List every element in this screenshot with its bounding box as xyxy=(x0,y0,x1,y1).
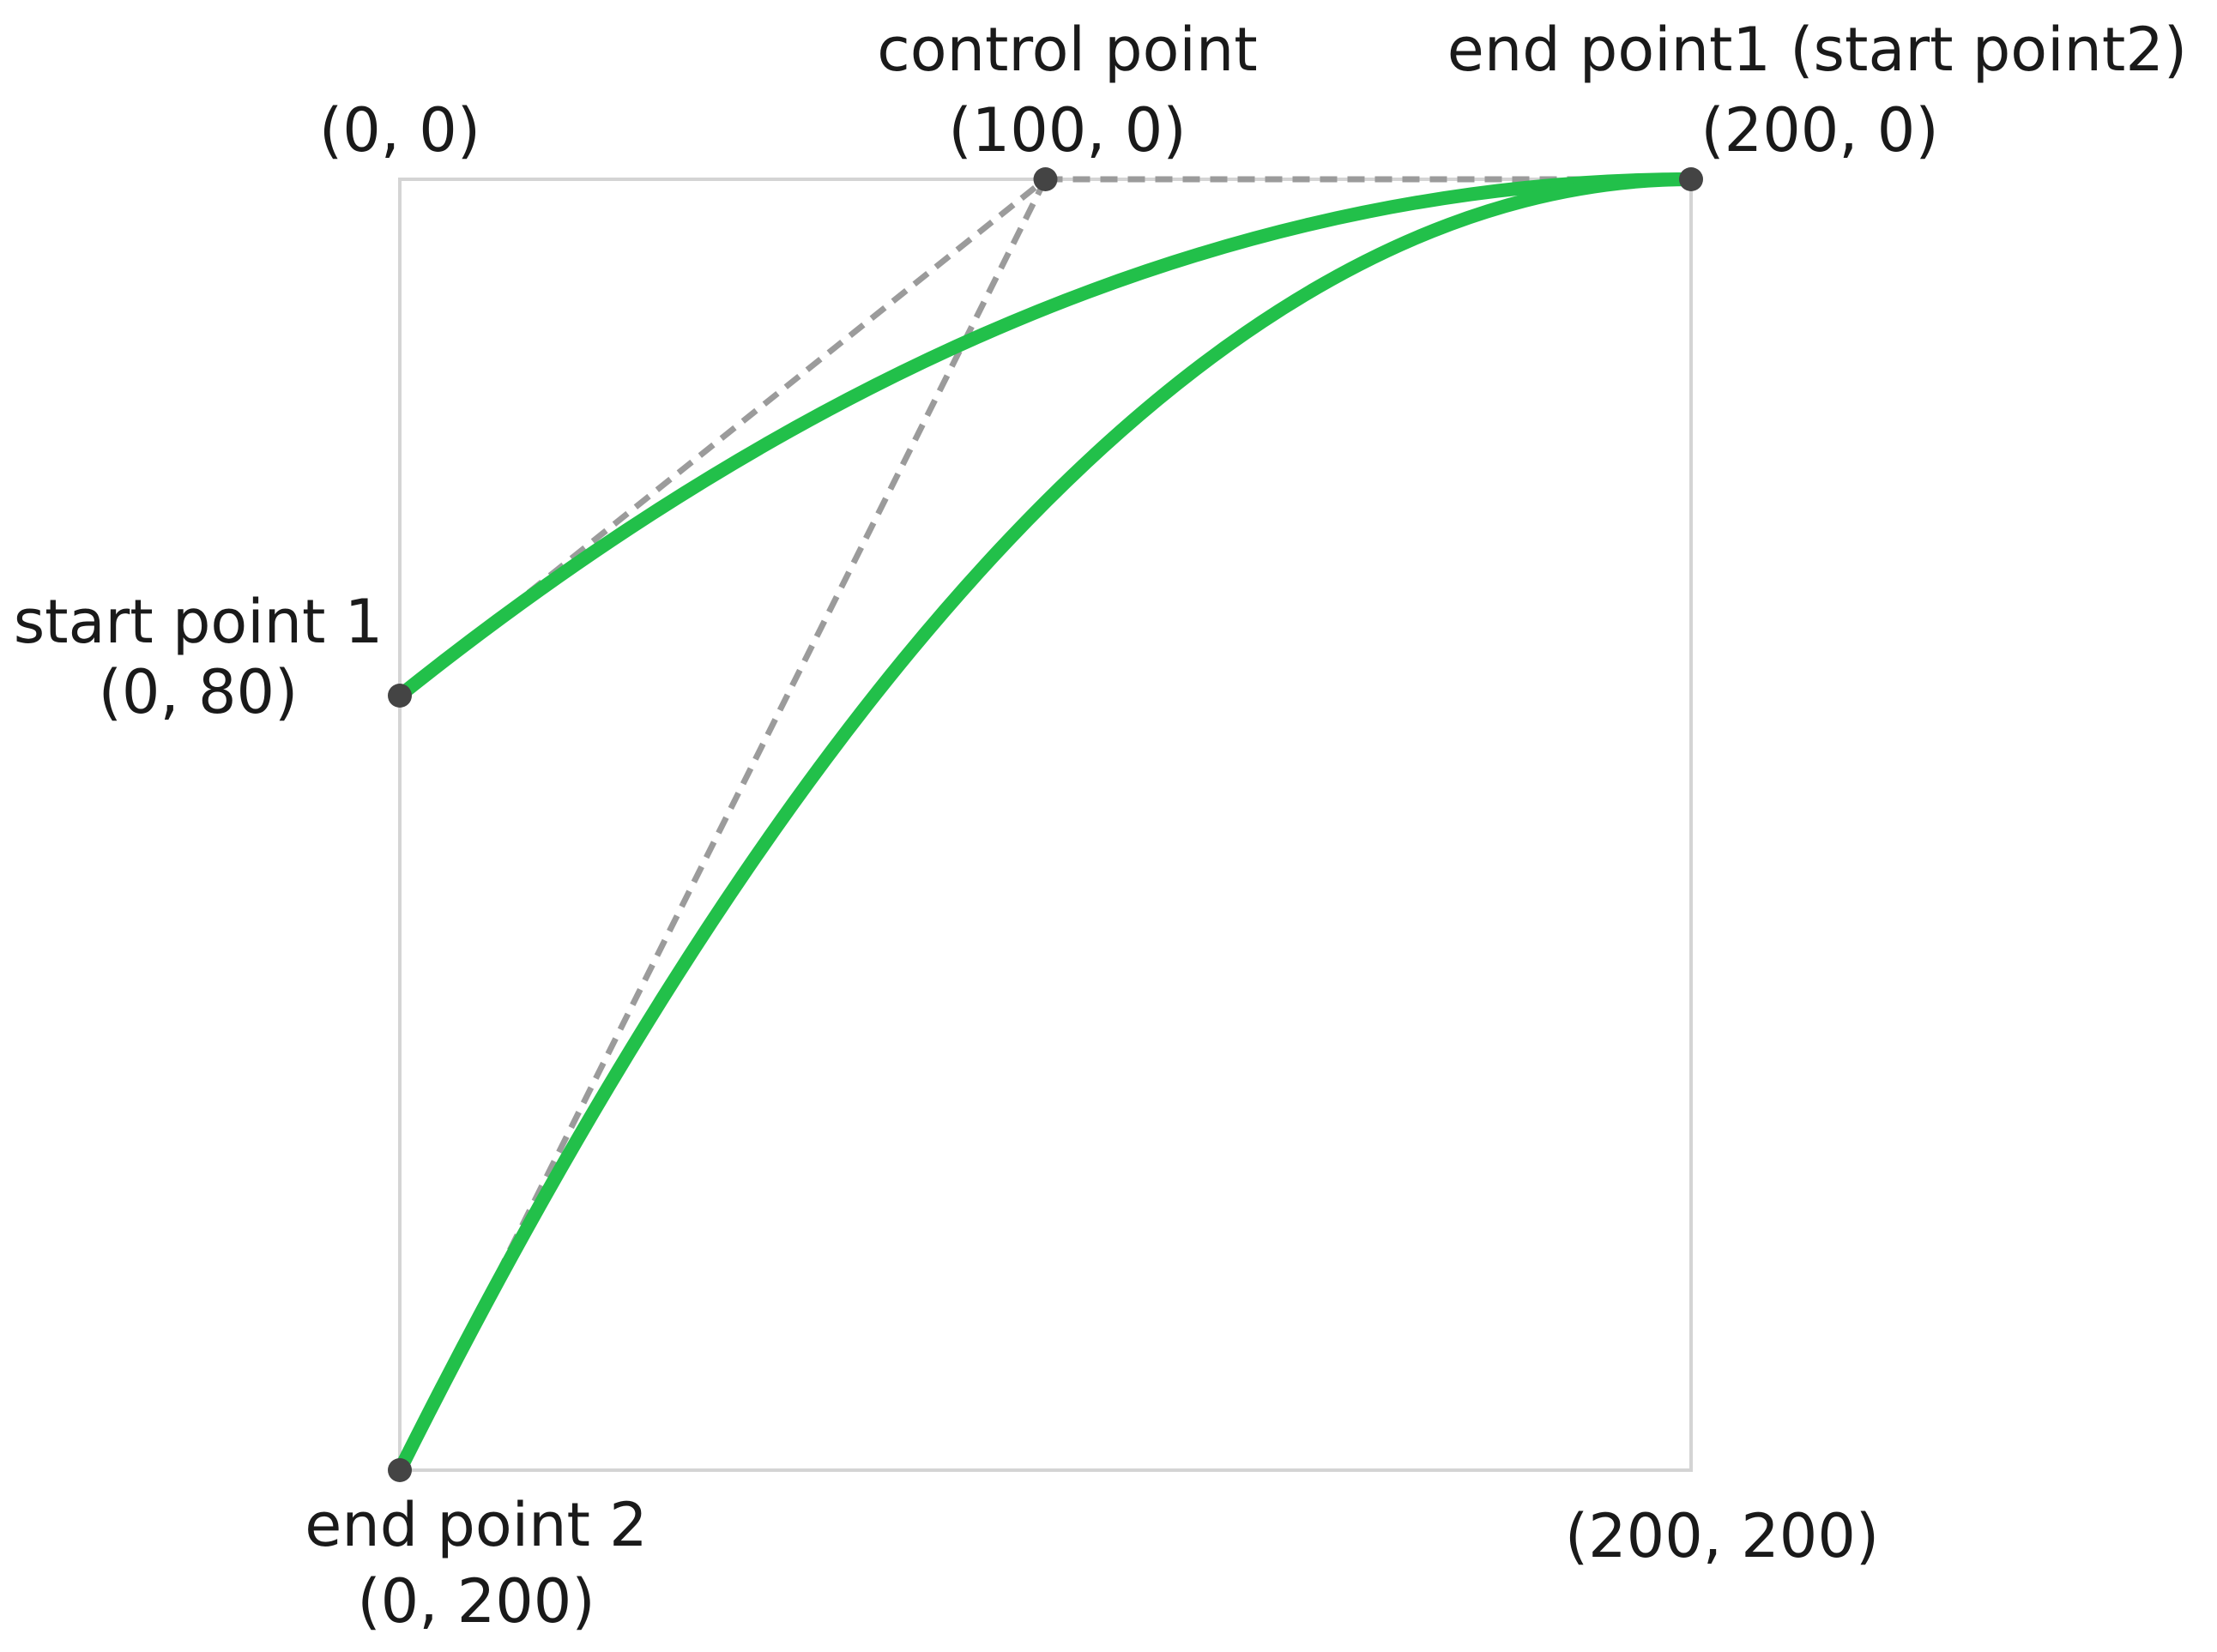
bezier-curve xyxy=(396,172,1692,702)
point-name: start point 1 xyxy=(14,587,384,657)
point-coords: (0, 200) xyxy=(357,1566,595,1637)
point-name: control point xyxy=(877,15,1257,85)
point-coords: (200, 0) xyxy=(1701,95,1938,166)
point-coords: (100, 0) xyxy=(948,95,1186,166)
point xyxy=(388,684,412,708)
point xyxy=(1033,167,1058,191)
frame xyxy=(398,178,1693,1472)
point-name: end point 2 xyxy=(305,1490,647,1560)
corner-coords: (200, 200) xyxy=(1565,1501,1879,1571)
bezier-curve xyxy=(393,172,1692,1474)
point-name: end point1 (start point2) xyxy=(1447,15,2187,85)
control-line xyxy=(396,178,1048,1472)
point xyxy=(1679,167,1703,191)
corner-coords: (0, 0) xyxy=(319,95,480,166)
point-coords: (0, 80) xyxy=(99,657,299,727)
point xyxy=(388,1458,412,1482)
